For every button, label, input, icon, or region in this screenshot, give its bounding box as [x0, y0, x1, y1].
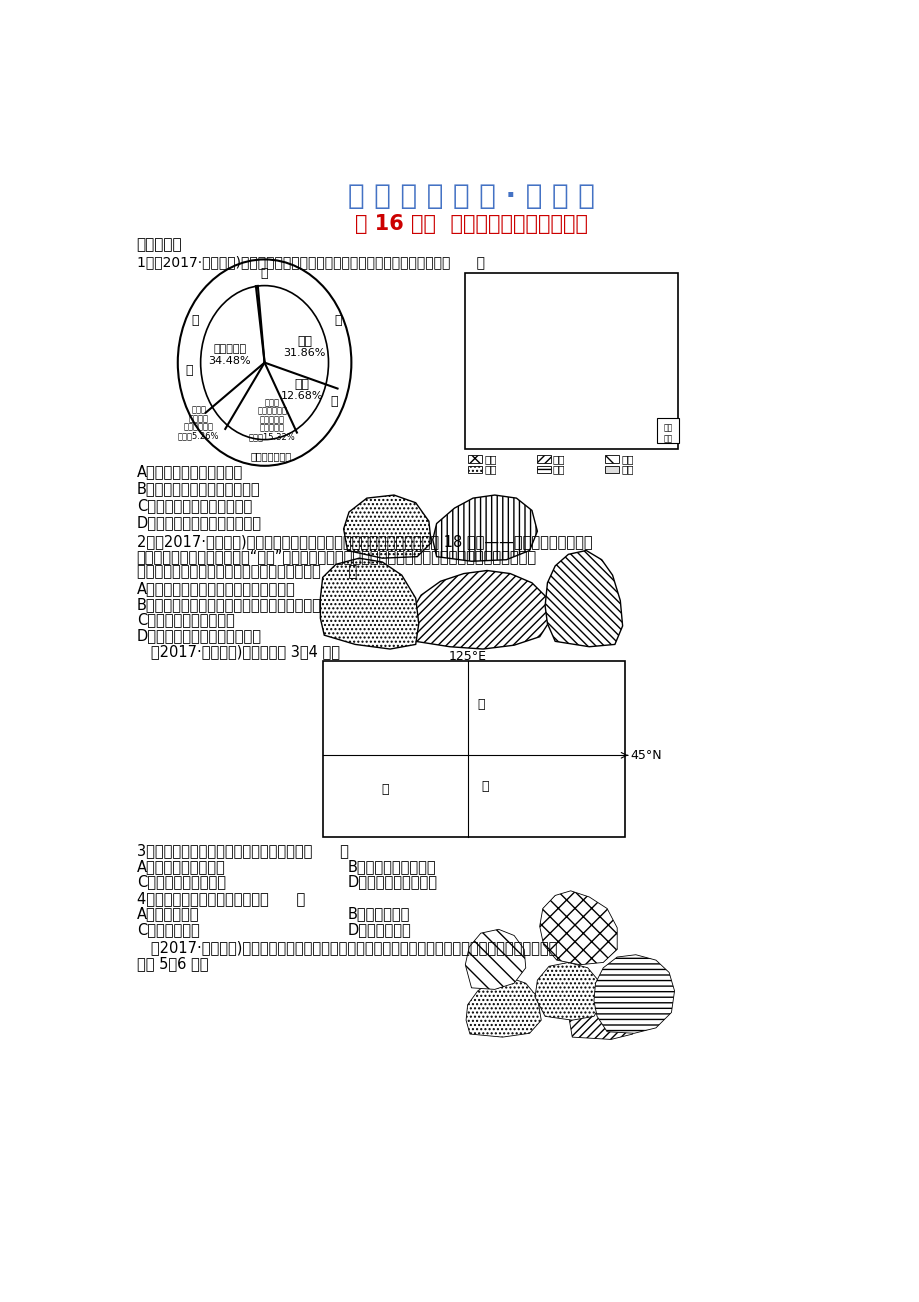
Polygon shape [539, 891, 617, 965]
Text: B．提高耕地的生产力水平，变低产田为高产田: B．提高耕地的生产力水平，变低产田为高产田 [137, 596, 322, 612]
Bar [468, 454, 482, 462]
Bar [465, 273, 677, 449]
Text: C．用工业污水灌溉农田: C．用工业污水灌溉农田 [137, 612, 234, 628]
Text: D．发展城镇建设占用大量耕地: D．发展城镇建设占用大量耕地 [137, 628, 261, 643]
Text: B．耕地、草地、林地: B．耕地、草地、林地 [347, 859, 436, 874]
Text: C．水稻和甘蔗: C．水稻和甘蔗 [137, 922, 199, 937]
Text: 林地: 林地 [297, 335, 312, 348]
Text: 用: 用 [186, 363, 193, 376]
Text: 交通、城: 交通、城 [188, 414, 209, 423]
Polygon shape [411, 570, 550, 648]
Text: 水田: 水田 [484, 454, 496, 464]
Polygon shape [344, 495, 431, 559]
Text: （2017·岳阳中考)为了确保耕地面积的稳定和国家粮食安全，我国已划定永久基本农田。结合漫画，: （2017·岳阳中考)为了确保耕地面积的稳定和国家粮食安全，我国已划定永久基本农… [137, 940, 557, 956]
Text: 的底线，也是不能突破的政策“红线”。习近平同志强调，要实行最严格的耕地保护制度，像保护大熊猫: 的底线，也是不能突破的政策“红线”。习近平同志强调，要实行最严格的耕地保护制度，… [137, 549, 537, 564]
Text: 2．（2017·郴州中考)为确保国家粮食安全，中国的耕地保有量不得低于 18 亿亩——这既是中国耕地面积: 2．（2017·郴州中考)为确保国家粮食安全，中国的耕地保有量不得低于 18 亿… [137, 534, 592, 548]
Bar [536, 466, 550, 474]
Text: 草地: 草地 [552, 465, 565, 475]
Bar [604, 466, 618, 474]
Text: 沙漠: 沙漠 [620, 465, 633, 475]
Text: A．大规模开坠荒地，大量使用化肥农药: A．大规模开坠荒地，大量使用化肥农药 [137, 582, 295, 596]
Polygon shape [465, 930, 525, 990]
Polygon shape [320, 559, 418, 648]
Text: 31.86%: 31.86% [283, 349, 325, 358]
Text: 戈壁、石山、: 戈壁、石山、 [257, 406, 287, 415]
Text: 34.48%: 34.48% [209, 355, 251, 366]
Text: 戈壁: 戈壁 [620, 454, 633, 464]
Text: 土: 土 [335, 314, 342, 327]
Polygon shape [466, 978, 540, 1038]
Text: 水域等5.26%: 水域等5.26% [177, 431, 220, 440]
Polygon shape [545, 551, 622, 647]
Bar [468, 466, 482, 474]
Text: 12.68%: 12.68% [280, 392, 323, 401]
Text: 利: 利 [191, 314, 199, 327]
Text: 45°N: 45°N [630, 749, 662, 762]
Polygon shape [568, 983, 640, 1039]
Text: 1．（2017·东营中考)关于我国土地资源的叙述，与如图反映内容不相符的是（      ）: 1．（2017·东营中考)关于我国土地资源的叙述，与如图反映内容不相符的是（ ） [137, 255, 484, 268]
Text: C．林地主要分布在横断山区: C．林地主要分布在横断山区 [137, 499, 252, 513]
Text: 第 16 课时  中国的自然资源实战演练: 第 16 课时 中国的自然资源实战演练 [355, 214, 587, 234]
Bar [604, 454, 618, 462]
Text: 一样保护耕地。下列做法有利于保护耕地的是（      ）: 一样保护耕地。下列做法有利于保护耕地的是（ ） [137, 565, 357, 579]
Text: 回答 5～6 题。: 回答 5～6 题。 [137, 956, 208, 971]
Text: B．大豆和玉米: B．大豆和玉米 [347, 906, 410, 922]
Bar [536, 454, 550, 462]
Text: 一、选择题: 一、选择题 [137, 237, 182, 253]
Text: 125°E: 125°E [448, 650, 486, 663]
Text: 用: 用 [261, 267, 268, 280]
Text: 高寒荒漠、: 高寒荒漠、 [259, 415, 285, 424]
Text: 丙: 丙 [477, 698, 484, 711]
Text: 市用地和内陆: 市用地和内陆 [184, 423, 213, 432]
Text: C．草地、林地、耕地: C．草地、林地、耕地 [137, 874, 225, 889]
Text: 南海
诸岛: 南海 诸岛 [663, 423, 672, 443]
Text: A．耕地、林地、草地: A．耕地、林地、草地 [137, 859, 225, 874]
Text: 永久积雪和: 永久积雪和 [259, 423, 285, 432]
Text: 地: 地 [330, 395, 337, 408]
Text: 可利用草地: 可利用草地 [213, 344, 246, 354]
Text: 旱地: 旱地 [552, 454, 565, 464]
Text: 4．该地区最具特色的农产品有（      ）: 4．该地区最具特色的农产品有（ ） [137, 891, 304, 906]
Text: 乙: 乙 [481, 780, 488, 793]
Text: 难以利用的土地: 难以利用的土地 [250, 452, 291, 461]
Text: D．草地、耕地、林地: D．草地、耕地、林地 [347, 874, 437, 889]
Text: （2017·郴州中考)读下图完成 3～4 题。: （2017·郴州中考)读下图完成 3～4 题。 [137, 644, 339, 660]
Text: D．草地主要分布在高原、山地: D．草地主要分布在高原、山地 [137, 516, 261, 530]
Text: B．耕地少，难以利用土地较多: B．耕地少，难以利用土地较多 [137, 482, 260, 496]
Polygon shape [594, 954, 674, 1034]
Text: 林地: 林地 [484, 465, 496, 475]
Bar [657, 418, 678, 443]
Polygon shape [535, 962, 603, 1021]
Bar [323, 661, 624, 837]
Polygon shape [432, 495, 537, 561]
Text: 精 品 地 理 资 料 · 精 校 版: 精 品 地 理 资 料 · 精 校 版 [347, 182, 595, 211]
Text: 冰川等15.32%: 冰川等15.32% [249, 432, 295, 441]
Text: 耕地: 耕地 [294, 378, 309, 391]
Text: 沙漠、: 沙漠、 [265, 398, 279, 408]
Text: 甲: 甲 [380, 783, 388, 796]
Text: A．我国土地利用类型齐全: A．我国土地利用类型齐全 [137, 465, 243, 479]
Text: 3．甲、乙、丙对应的土地利用类型分别是（      ）: 3．甲、乙、丙对应的土地利用类型分别是（ ） [137, 844, 348, 858]
Text: 工矿、: 工矿、 [191, 406, 206, 415]
Text: D．小麦和棉花: D．小麦和棉花 [347, 922, 411, 937]
Text: A．青秵和油菜: A．青秵和油菜 [137, 906, 199, 922]
